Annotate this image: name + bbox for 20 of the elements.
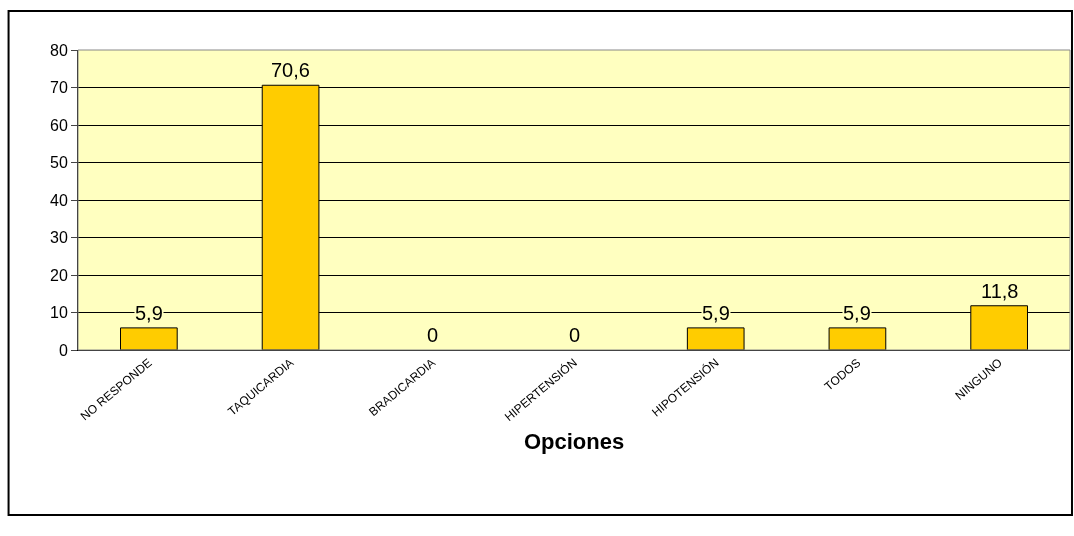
- y-tick-label: 0: [58, 341, 68, 359]
- data-label: 70,6: [271, 59, 310, 81]
- y-tick-label: 30: [50, 229, 68, 247]
- y-tick-label: 70: [50, 79, 68, 97]
- data-label: 5,9: [135, 302, 163, 324]
- y-tick-label: 60: [50, 116, 68, 134]
- bar: [686, 327, 745, 350]
- y-tick-label: 20: [50, 266, 68, 284]
- y-tick-label: 10: [50, 304, 68, 322]
- y-tick-label: 50: [50, 154, 68, 172]
- data-label: 0: [569, 324, 581, 346]
- y-tick-label: 80: [50, 41, 68, 59]
- data-label: 5,9: [702, 302, 730, 324]
- bar: [828, 327, 887, 350]
- bar: [120, 327, 178, 350]
- y-tick-label: 40: [50, 191, 68, 209]
- data-label: 0: [427, 324, 439, 346]
- data-label: 11,8: [981, 280, 1019, 302]
- x-axis-title: Opciones: [523, 428, 625, 454]
- data-label: 5,9: [843, 302, 871, 324]
